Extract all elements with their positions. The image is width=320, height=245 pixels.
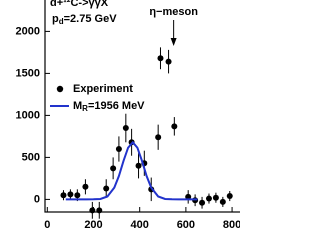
y-tick-label: 1500 [16, 67, 40, 79]
x-tick-label: 400 [131, 219, 149, 231]
data-point [115, 146, 122, 152]
y-tick-label: 2000 [16, 25, 40, 37]
beam-label-sub: d [59, 17, 64, 26]
legend-label-rest: =1956 MeV [88, 100, 145, 112]
y-tick-label: 1000 [16, 109, 40, 121]
beam-label: pd=2.75 GeV [52, 13, 117, 26]
data-point [82, 183, 89, 190]
legend-marker [56, 85, 64, 93]
data-point [60, 192, 67, 199]
reaction-label: d+¹²C->γγX [50, 0, 109, 9]
data-point [226, 193, 233, 200]
data-point [199, 199, 206, 206]
data-point [103, 185, 110, 192]
data-point [219, 198, 226, 205]
data-point [157, 55, 164, 62]
data-point [165, 58, 172, 65]
data-point [135, 162, 142, 169]
legend-label-main: M [73, 100, 82, 112]
x-tick-label: 800 [223, 219, 240, 231]
x-tick-label: 200 [84, 219, 102, 231]
beam-label-main: p [52, 13, 59, 25]
data-point [212, 194, 219, 201]
data-point [122, 125, 129, 131]
data-point [155, 134, 162, 141]
annotation-arrowhead [170, 38, 177, 46]
data-point [89, 207, 96, 214]
legend-label: Experiment [73, 83, 133, 95]
legend-label-sub: R [82, 104, 88, 113]
data-point [96, 207, 103, 214]
data-point [205, 195, 212, 202]
beam-label-rest: =2.75 GeV [64, 13, 118, 25]
annotation: η−meson [149, 6, 198, 18]
y-tick-label: 0 [34, 193, 40, 205]
data-point [74, 192, 81, 199]
chart: d+¹²C->γγX pd=2.75 GeV Experiment MR=195… [16, 0, 250, 231]
data-point [185, 193, 192, 200]
legend-label: MR=1956 MeV [73, 100, 145, 113]
fit-curve [65, 140, 198, 201]
data-point [67, 191, 74, 198]
data-point [171, 123, 178, 130]
x-tick-label: 0 [44, 219, 50, 231]
data-point [110, 165, 117, 172]
x-tick-label: 600 [177, 219, 195, 231]
y-tick-label: 500 [22, 151, 40, 163]
